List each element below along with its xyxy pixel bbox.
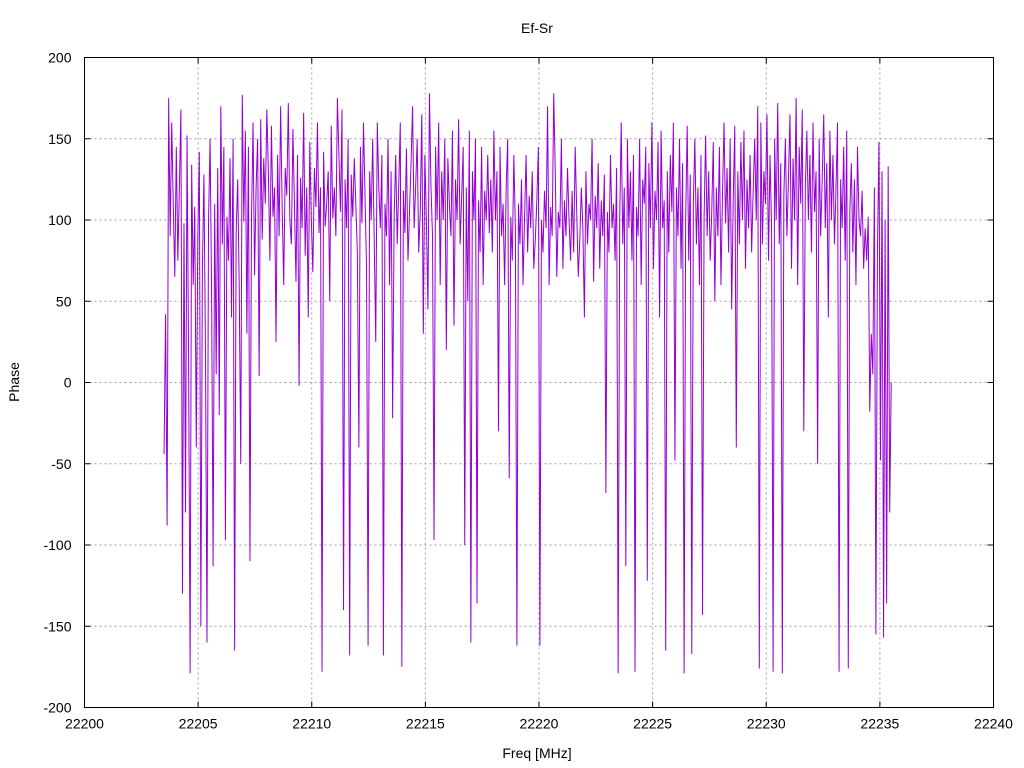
x-tick-label: 22205 <box>179 716 218 732</box>
y-tick-label: -100 <box>43 537 71 553</box>
x-tick-label: 22235 <box>860 716 899 732</box>
x-tick-label: 22225 <box>633 716 672 732</box>
y-tick-label: 150 <box>48 131 72 147</box>
y-tick-label: 100 <box>48 212 72 228</box>
x-tick-label: 22220 <box>520 716 559 732</box>
tick-labels: 22200 22205 22210 22215 22220 22225 22230 22235… <box>43 50 1013 732</box>
y-tick-label: -50 <box>51 456 71 472</box>
x-tick-label: 22240 <box>974 716 1013 732</box>
y-tick-label: -150 <box>43 618 71 634</box>
y-tick-label: 50 <box>56 293 72 309</box>
x-axis-label: Freq [MHz] <box>502 745 571 761</box>
x-tick-label: 22210 <box>292 716 331 732</box>
data-series <box>163 93 892 674</box>
x-tick-label: 22200 <box>65 716 104 732</box>
x-tick-label: 22215 <box>406 716 445 732</box>
y-tick-label: 200 <box>48 50 72 66</box>
phase-series-line <box>163 93 892 674</box>
y-tick-label: -200 <box>43 700 71 716</box>
x-tick-label: 22230 <box>747 716 786 732</box>
axis-ticks <box>84 57 994 708</box>
chart-title: Ef-Sr <box>521 20 553 36</box>
y-tick-label: 0 <box>64 375 72 391</box>
y-axis-label: Phase <box>6 362 22 402</box>
